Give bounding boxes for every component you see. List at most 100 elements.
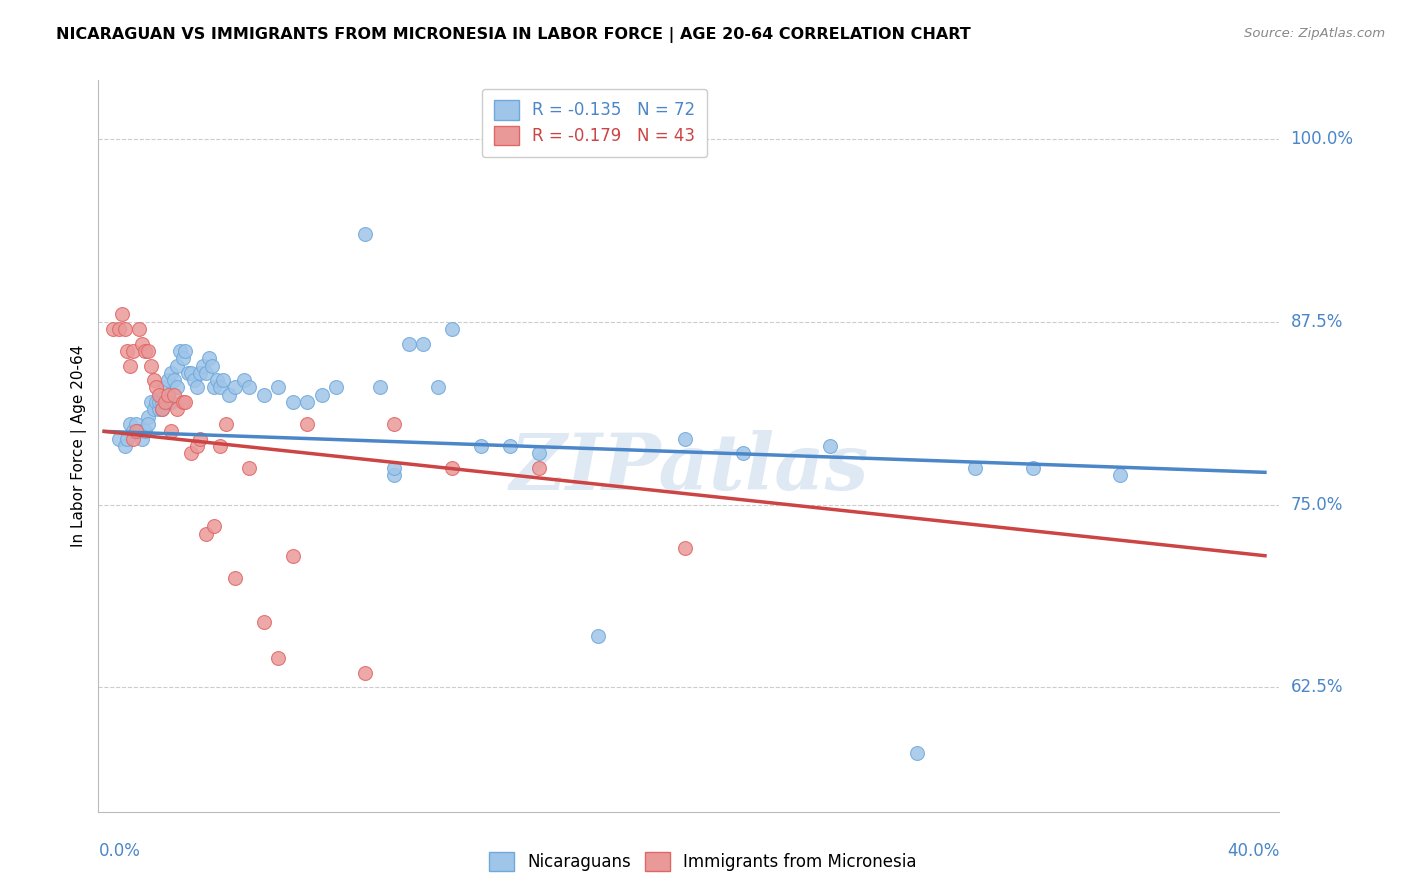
Point (139, 359, 162, 373)
Point (153, 395, 176, 409)
Point (122, 343, 145, 358)
Point (153, 380, 176, 394)
Legend: R = -0.135   N = 72, R = -0.179   N = 43: R = -0.135 N = 72, R = -0.179 N = 43 (482, 88, 707, 157)
Point (148, 395, 170, 409)
Point (148, 402, 170, 417)
Text: 87.5%: 87.5% (1291, 313, 1343, 331)
Point (297, 417, 319, 431)
Point (139, 395, 162, 409)
Point (197, 351, 219, 366)
Point (209, 439, 232, 453)
Point (384, 468, 406, 483)
Point (122, 432, 145, 446)
Point (238, 380, 260, 394)
Point (142, 373, 165, 387)
Point (209, 380, 232, 394)
Point (224, 571, 246, 585)
Point (174, 343, 197, 358)
Text: 75.0%: 75.0% (1291, 496, 1343, 514)
Point (238, 461, 260, 475)
Point (188, 366, 211, 380)
Point (160, 395, 183, 409)
Point (117, 432, 139, 446)
Point (194, 366, 217, 380)
Point (212, 373, 235, 387)
Text: Source: ZipAtlas.com: Source: ZipAtlas.com (1244, 27, 1385, 40)
Point (134, 343, 156, 358)
Point (281, 549, 304, 563)
Point (136, 417, 159, 431)
Point (499, 439, 522, 453)
Point (470, 439, 492, 453)
Point (186, 380, 208, 394)
Point (136, 409, 159, 424)
Point (204, 519, 226, 533)
Point (125, 425, 148, 439)
Point (586, 629, 609, 643)
Point (191, 359, 214, 373)
Point (157, 388, 180, 402)
Point (145, 380, 167, 394)
Point (114, 322, 136, 336)
Point (172, 395, 194, 409)
Point (368, 380, 391, 394)
Point (384, 417, 406, 431)
Point (122, 425, 145, 439)
Point (412, 336, 434, 351)
Point (224, 380, 246, 394)
Point (905, 746, 928, 760)
Point (232, 373, 254, 387)
Point (183, 373, 205, 387)
Point (128, 425, 150, 439)
Point (150, 395, 173, 409)
Point (142, 402, 165, 417)
Point (131, 336, 153, 351)
Text: 0.0%: 0.0% (98, 842, 141, 860)
Point (150, 402, 173, 417)
Point (166, 380, 188, 394)
Point (136, 343, 159, 358)
Point (731, 446, 754, 460)
Point (325, 380, 347, 394)
Point (963, 461, 986, 475)
Point (169, 343, 191, 358)
Point (150, 402, 173, 417)
Point (354, 665, 377, 680)
Point (215, 417, 238, 431)
Point (160, 425, 183, 439)
Point (281, 395, 304, 409)
Legend: Nicaraguans, Immigrants from Micronesia: Nicaraguans, Immigrants from Micronesia (481, 843, 925, 880)
Text: 62.5%: 62.5% (1291, 679, 1343, 697)
Point (267, 380, 290, 394)
Point (1108, 468, 1130, 483)
Point (354, 227, 377, 241)
Point (163, 373, 186, 387)
Text: ZIPatlas: ZIPatlas (509, 430, 869, 506)
Point (114, 439, 136, 453)
Point (166, 359, 188, 373)
Point (673, 541, 696, 556)
Text: NICARAGUAN VS IMMIGRANTS FROM MICRONESIA IN LABOR FORCE | AGE 20-64 CORRELATION : NICARAGUAN VS IMMIGRANTS FROM MICRONESIA… (56, 27, 972, 43)
Point (111, 307, 134, 321)
Point (204, 380, 226, 394)
Point (297, 395, 319, 409)
Point (384, 461, 406, 475)
Point (157, 373, 180, 387)
Point (145, 395, 167, 409)
Point (153, 395, 176, 409)
Point (426, 380, 449, 394)
Point (673, 432, 696, 446)
Point (1022, 461, 1045, 475)
Point (398, 336, 420, 351)
Point (134, 425, 156, 439)
Point (177, 366, 200, 380)
Point (117, 343, 139, 358)
Point (200, 359, 222, 373)
Point (267, 651, 290, 665)
Point (148, 388, 170, 402)
Point (107, 432, 129, 446)
Text: 40.0%: 40.0% (1227, 842, 1279, 860)
Point (529, 461, 551, 475)
Point (163, 388, 186, 402)
Point (172, 351, 194, 366)
